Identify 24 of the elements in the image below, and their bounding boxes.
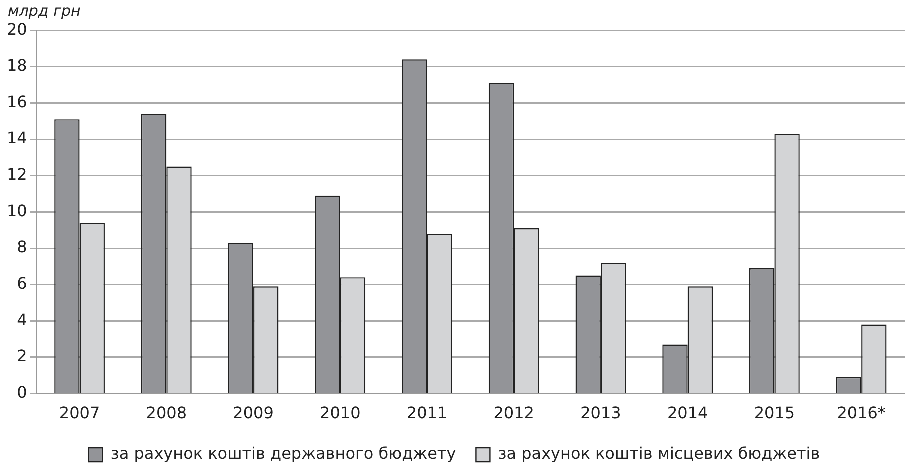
- y-tick-label: 20: [7, 20, 28, 39]
- x-tick-label: 2011: [406, 404, 448, 423]
- x-tick-label: 2010: [320, 404, 361, 423]
- x-tick-label: 2009: [233, 404, 274, 423]
- x-tick-label: 2007: [59, 404, 100, 423]
- y-tick-label: 6: [17, 274, 28, 293]
- y-tick-label: 14: [7, 128, 28, 148]
- legend-label: за рахунок коштів місцевих бюджетів: [498, 444, 820, 464]
- y-tick-label: 2: [17, 346, 28, 366]
- y-tick-label: 8: [17, 238, 28, 257]
- x-tick-label: 2013: [580, 404, 622, 423]
- x-tick-label: 2014: [667, 404, 708, 423]
- x-tick-label: 2015: [754, 404, 796, 423]
- y-tick-label: 18: [7, 56, 28, 76]
- x-tick-label: 2008: [146, 404, 188, 423]
- y-tick-label: 4: [17, 310, 28, 330]
- y-tick-label: 10: [7, 201, 28, 220]
- y-tick-label: 12: [7, 165, 28, 184]
- y-axis-title: млрд грн: [8, 2, 81, 20]
- legend-label: за рахунок коштів державного бюджету: [110, 444, 456, 464]
- x-tick-label: 2016*: [837, 404, 886, 423]
- y-tick-label: 16: [7, 92, 28, 112]
- y-tick-label: 0: [17, 382, 28, 402]
- x-tick-label: 2012: [494, 404, 534, 423]
